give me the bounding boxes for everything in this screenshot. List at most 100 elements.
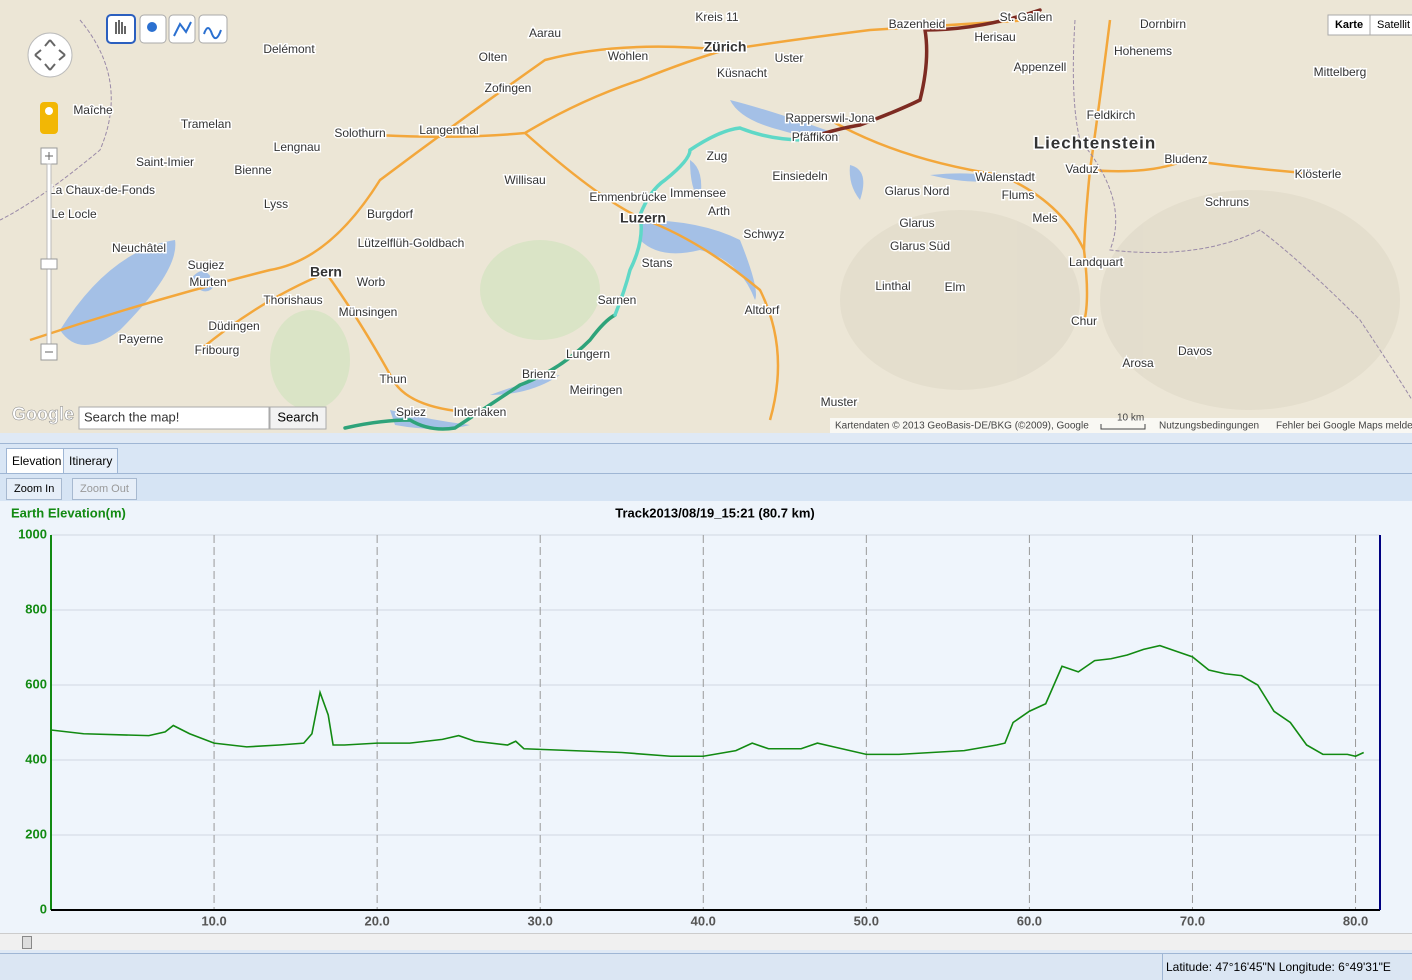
terrain [270,190,1400,410]
place-label: Glarus Nord [885,184,950,198]
map-type[interactable]: Karte Satellit [1327,14,1412,36]
search-placeholder[interactable]: Search the map! [84,409,179,424]
scale-bar [1100,424,1146,430]
x-tick-label: 80.0 [1343,913,1368,928]
place-label: Lengnau [274,140,321,154]
y-tick-label: 400 [25,751,47,766]
place-label: Zürich [704,39,747,55]
elevation-line [50,644,1365,758]
place-label: Arth [708,204,730,218]
lakes [60,100,1000,429]
place-label: Linthal [875,279,910,293]
place-label: Düdingen [208,319,259,333]
x-tick-label: 60.0 [1017,913,1042,928]
zoom-slider[interactable] [40,147,58,361]
map-tools[interactable] [106,14,228,44]
place-label: Brienz [522,367,556,381]
place-label: Zug [707,149,728,163]
place-label: Worb [357,275,386,289]
place-label: Muster [821,395,858,409]
place-label: Pfäffikon [792,130,838,144]
place-label: Burgdorf [367,207,414,221]
place-label: Dornbirn [1140,17,1186,31]
place-label: Landquart [1069,255,1124,269]
place-label: St. Gallen [1000,10,1053,24]
place-label: Lützelflüh-Goldbach [358,236,465,250]
place-label: Mittelberg [1314,65,1367,79]
y-tick-label: 200 [25,826,47,841]
place-label: Küsnacht [717,66,768,80]
scale-label: 10 km [1117,413,1144,424]
place-label: Fribourg [195,343,240,357]
place-label: Solothurn [334,126,385,140]
place-label: Einsiedeln [772,169,827,183]
place-label: Langenthal [419,123,478,137]
longitude: Longitude: 6°49'31"E [1278,960,1391,974]
place-label: Saint-Imier [136,155,194,169]
place-label: Meiringen [570,383,623,397]
chart-panel: Track2013/08/19_15:21 (80.7 km) Earth Ele… [0,501,1412,933]
place-label: Bazenheid [889,17,946,31]
map[interactable]: Zürich Aarau Olten Zofingen Solothurn Langent… [0,0,1412,433]
y-tick-label: 800 [25,601,47,616]
place-label: Hohenems [1114,44,1172,58]
attribution: Kartendaten © 2013 GeoBasis-DE/BKG (©200… [835,421,1089,432]
map-type-button[interactable]: Karte [1335,19,1363,31]
search-button[interactable] [269,406,327,430]
place-label: Murten [189,275,226,289]
place-label: Arosa [1122,356,1154,370]
y-tick-label: 600 [25,676,47,691]
toolbar: Zoom In Zoom Out [0,474,1412,501]
place-label: Bludenz [1164,152,1207,166]
x-tick-label: 30.0 [528,913,553,928]
borders [0,19,1412,401]
status-bar: Latitude: 47°16'45"N Longitude: 6°49'31"… [0,953,1412,980]
place-label: Glarus Süd [890,239,950,253]
place-label: Uster [775,51,804,65]
place-label: Elm [945,280,966,294]
place-label: Wohlen [608,49,648,63]
place-label: Maîche [73,103,113,117]
place-label: Flums [1002,188,1035,202]
place-label: Glarus [899,216,934,230]
zoom-out-button[interactable]: Zoom Out [72,478,137,500]
place-label: Thorishaus [263,293,322,307]
zoom-in-button[interactable]: Zoom In [6,478,63,500]
place-label: Mels [1032,211,1057,225]
place-label: Altdorf [745,303,780,317]
place-label: Münsingen [339,305,398,319]
place-label: Schwyz [743,227,784,241]
place-label: Lungern [566,347,610,361]
y-tick-label: 1000 [18,526,47,541]
place-label: Herisau [974,30,1015,44]
place-label: Aarau [529,26,561,40]
plot-area [51,535,1380,910]
chart-title: Track2013/08/19_15:21 (80.7 km) [615,505,815,520]
scrollbar[interactable] [0,933,1412,950]
nav-control[interactable] [27,32,73,78]
tab[interactable]: Elevation [6,448,68,473]
search-box[interactable] [78,406,270,430]
place-label: Liechtenstein [1034,133,1157,152]
terms-link[interactable]: Nutzungsbedingungen [1159,421,1259,432]
place-label: Spiez [396,405,426,419]
place-label: Schruns [1205,195,1249,209]
place-label: Mittelberg [1314,65,1367,79]
report-link[interactable]: Fehler bei Google Maps melden [1276,421,1412,432]
place-label: Neuchâtel [112,241,166,255]
place-label: Sugiez [188,258,225,272]
tab[interactable]: Itinerary [63,448,119,473]
place-label: La Chaux-de-Fonds [49,183,155,197]
place-label: Stans [642,256,673,270]
place-label: Walenstadt [975,170,1035,184]
place-label: Bienne [234,163,272,177]
pegman[interactable] [40,102,58,134]
search-button-label[interactable]: Search [277,409,318,424]
scroll-thumb[interactable] [22,936,32,949]
map-type-button[interactable]: Satellit [1377,19,1410,31]
place-label: Chur [1071,314,1097,328]
place-label: Emmenbrücke [589,190,667,204]
place-label: Bern [310,264,342,280]
chart: Track2013/08/19_15:21 (80.7 km) Earth Ele… [11,505,1381,928]
